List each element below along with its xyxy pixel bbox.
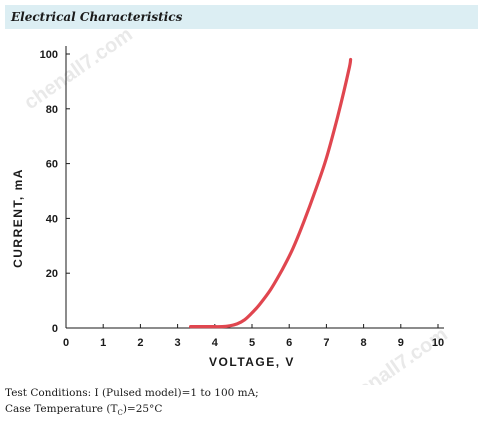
conditions-line-2-subscript: C: [117, 409, 123, 418]
watermark-bottom: chenall7.com: [335, 323, 451, 385]
conditions-line-2-prefix: Case Temperature (T: [5, 403, 118, 415]
x-tick-label: 7: [323, 337, 329, 349]
y-tick-label: 40: [46, 213, 58, 225]
y-axis: 0 20 40 60 80 100: [40, 46, 70, 335]
section-header: Electrical Characteristics: [5, 5, 478, 29]
x-tick-label: 9: [398, 337, 404, 349]
section-title: Electrical Characteristics: [11, 10, 183, 24]
x-tick-label: 1: [100, 337, 106, 349]
x-tick-label: 8: [361, 337, 367, 349]
x-tick-label: 10: [432, 337, 444, 349]
x-tick-label: 2: [137, 337, 143, 349]
conditions-line-2-suffix: )=25°C: [122, 403, 163, 415]
conditions-line-2: Case Temperature (TC)=25°C: [5, 401, 259, 421]
x-axis-label: VOLTAGE, V: [209, 355, 295, 369]
y-axis-label: CURRENT, mA: [11, 168, 25, 268]
x-tick-label: 6: [286, 337, 292, 349]
y-tick-label: 80: [46, 104, 58, 116]
series-line: [189, 57, 353, 329]
x-axis: 0 1 2 3 4 5 6 7 8 9 10: [63, 324, 444, 349]
x-tick-label: 4: [212, 337, 219, 349]
y-tick-label: 100: [40, 49, 58, 61]
test-conditions: Test Conditions: I (Pulsed model)=1 to 1…: [5, 385, 259, 421]
x-tick-label: 5: [249, 337, 255, 349]
y-tick-label: 20: [46, 268, 58, 280]
x-tick-label: 0: [63, 337, 69, 349]
y-tick-label: 0: [52, 323, 58, 335]
x-tick-label: 3: [175, 337, 181, 349]
series-group: [189, 57, 353, 329]
watermark-top: chenall7.com: [20, 30, 136, 114]
y-tick-label: 60: [46, 159, 58, 171]
watermarks: chenall7.com chenall7.com: [20, 30, 451, 385]
conditions-line-1: Test Conditions: I (Pulsed model)=1 to 1…: [5, 387, 259, 399]
